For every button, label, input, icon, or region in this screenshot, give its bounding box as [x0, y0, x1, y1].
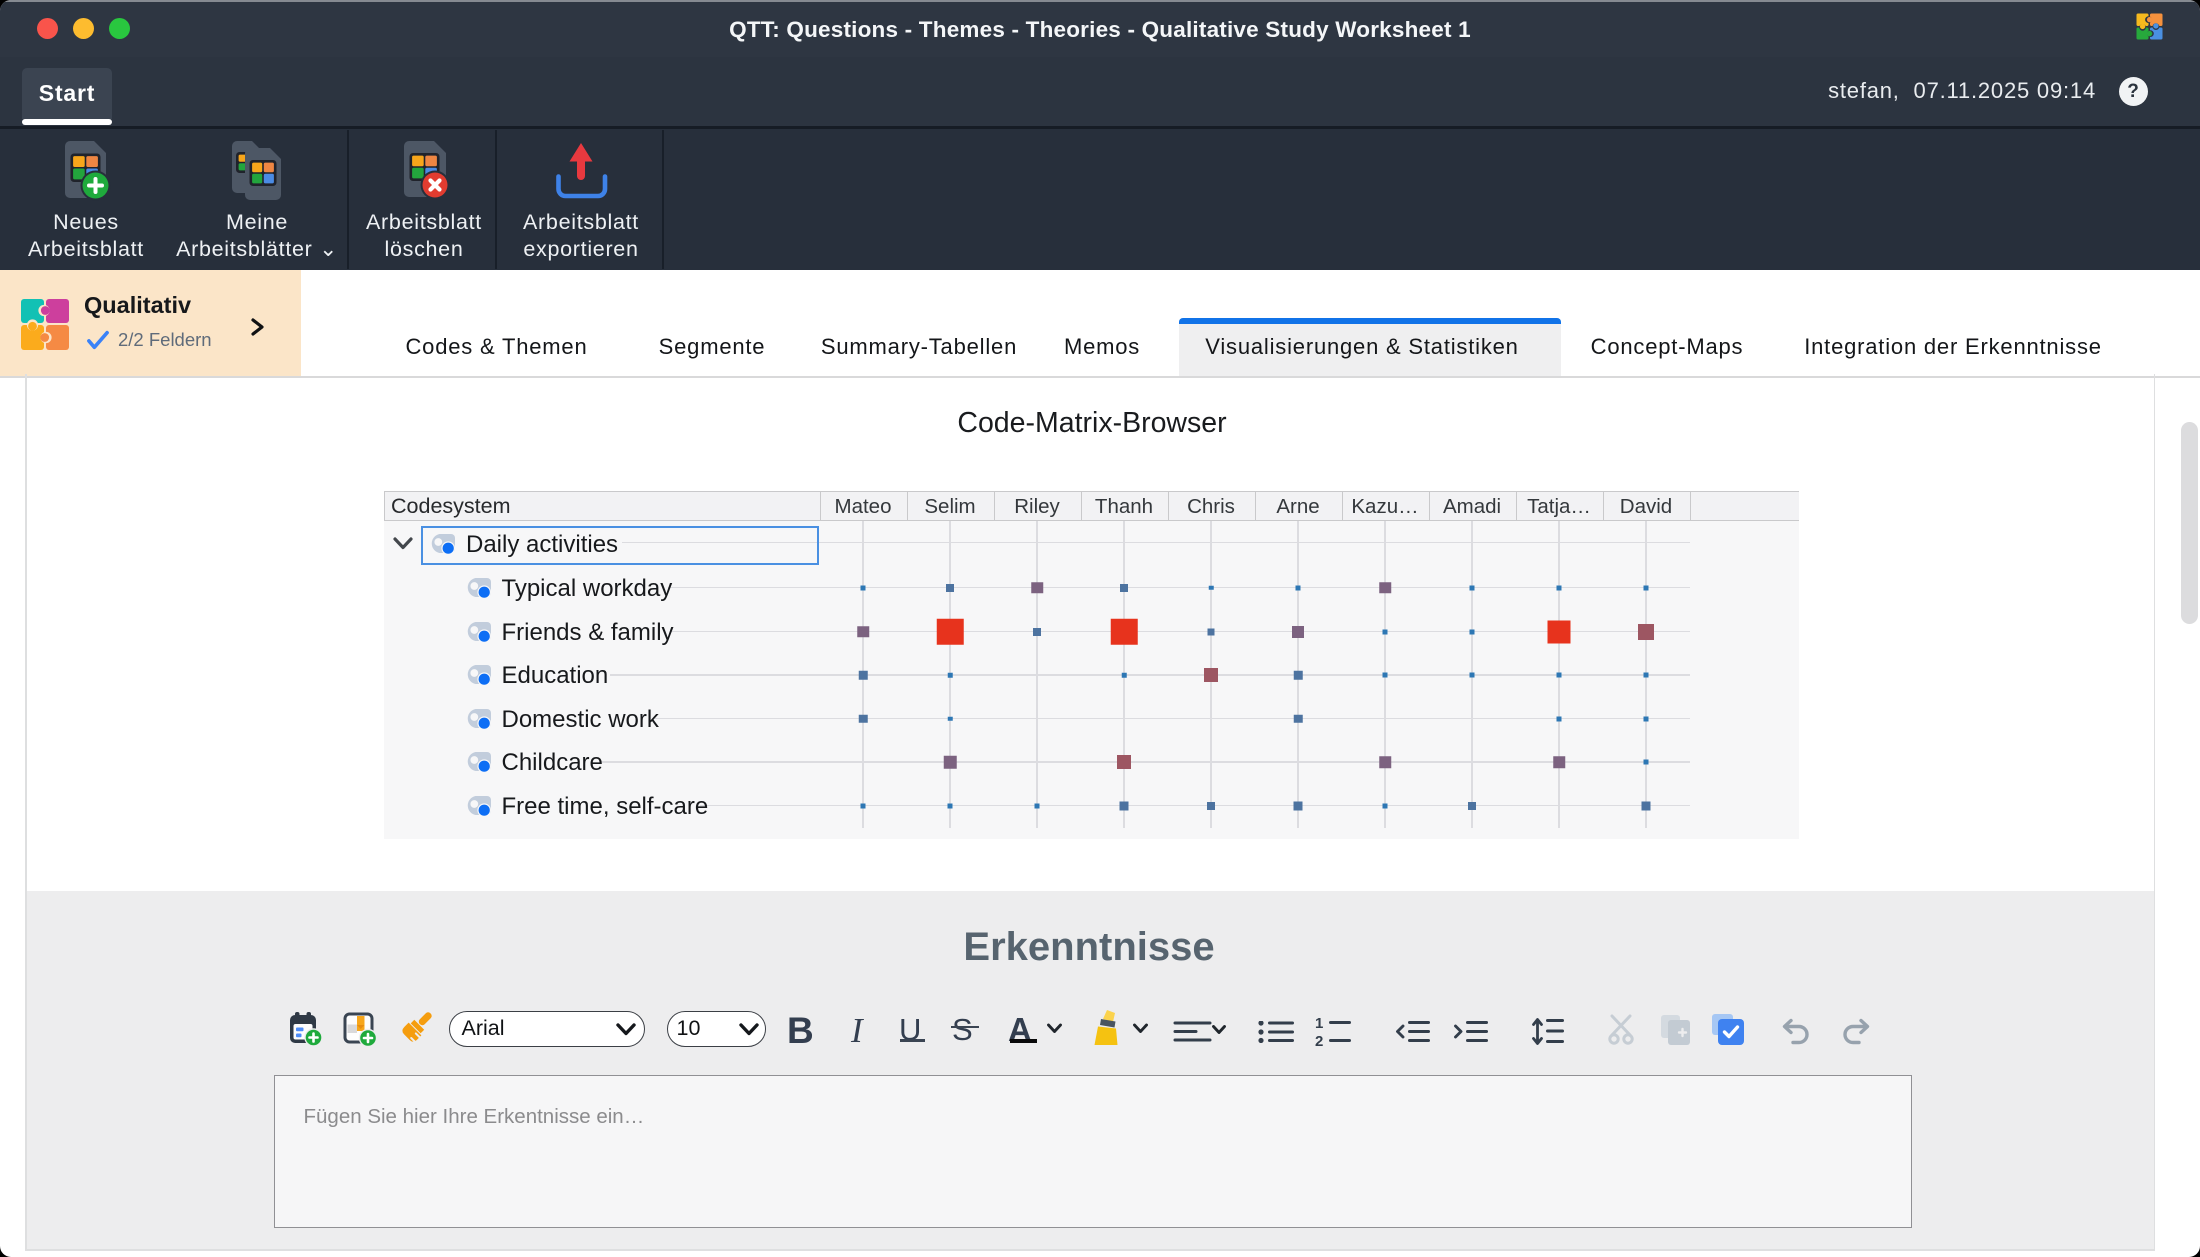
svg-text:1: 1 — [1315, 1017, 1323, 1032]
svg-text:2: 2 — [1315, 1033, 1323, 1047]
